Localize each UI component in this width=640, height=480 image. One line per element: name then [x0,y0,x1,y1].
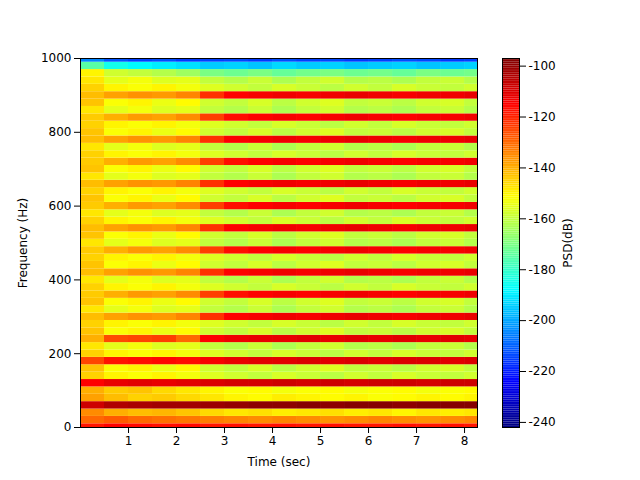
svg-text:1000: 1000 [41,51,72,65]
svg-text:PSD(dB): PSD(dB) [561,218,575,267]
svg-text:800: 800 [49,125,72,139]
svg-text:2: 2 [173,434,181,448]
svg-text:8: 8 [461,434,469,448]
svg-text:-200: -200 [529,313,556,327]
svg-text:Time (sec): Time (sec) [247,455,311,469]
svg-text:1: 1 [125,434,133,448]
svg-text:-180: -180 [529,263,556,277]
svg-text:3: 3 [221,434,229,448]
svg-text:-120: -120 [529,110,556,124]
svg-text:5: 5 [317,434,325,448]
svg-text:-220: -220 [529,364,556,378]
svg-text:-100: -100 [529,59,556,73]
svg-text:-160: -160 [529,212,556,226]
svg-text:7: 7 [413,434,421,448]
svg-text:Frequency (Hz): Frequency (Hz) [16,198,30,289]
svg-text:200: 200 [49,347,72,361]
svg-text:4: 4 [269,434,277,448]
svg-text:6: 6 [365,434,373,448]
svg-text:0: 0 [64,420,72,434]
svg-text:-140: -140 [529,161,556,175]
svg-text:600: 600 [49,199,72,213]
svg-text:400: 400 [49,273,72,287]
svg-text:-240: -240 [529,415,556,429]
